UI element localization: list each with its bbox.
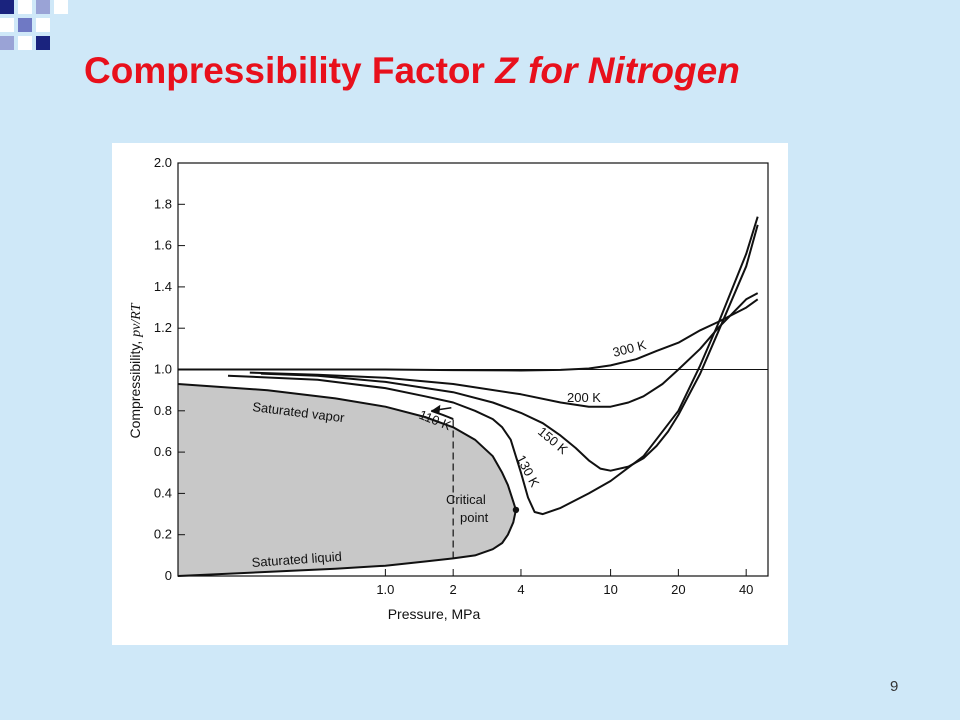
y-axis-label-italic: pv/RT [129,302,144,338]
y-tick-label: 0.2 [154,527,172,542]
x-tick-label: 20 [671,582,685,597]
y-tick-label: 1.8 [154,196,172,211]
title-main: Compressibility Factor [84,50,496,91]
arrow-110k-head [431,404,441,414]
chart-panel: 0 0.2 0.4 0.6 0.8 1.0 1.2 1.4 1.6 1.8 2.0 1.0 2 4 10 20… [112,143,788,645]
x-axis-label: Pressure, MPa [388,606,481,622]
compressibility-chart: 0 0.2 0.4 0.6 0.8 1.0 1.2 1.4 1.6 1.8 2.0 1.0 2 4 10 20… [127,155,769,622]
label-saturated-liquid: Saturated liquid [251,549,342,570]
series-130-k-line [227,216,759,516]
y-tick-label: 0.4 [154,485,172,500]
slide-number: 9 [890,678,899,695]
y-tick-label: 1.6 [154,238,172,253]
label-critical-line1: Critical [446,492,486,507]
y-axis-label: Compressibility, pv/RT [127,302,144,438]
x-tick-label: 4 [517,582,524,597]
y-tick-label: 2.0 [154,155,172,170]
series-saturated-vapor-line [177,383,517,511]
series-200-k-line [249,292,759,408]
label-200k: 200 K [567,390,601,405]
two-phase-region [178,384,516,576]
title-variable: Z [495,50,518,91]
x-tick-label: 10 [603,582,617,597]
series-saturated-liquid-line [177,509,517,577]
y-tick-label: 0.6 [154,444,172,459]
y-tick-label: 1.4 [154,279,172,294]
y-tick-label: 0.8 [154,403,172,418]
label-critical-line2: point [460,510,489,525]
x-tick-label: 40 [739,582,753,597]
blue-squares-logo-icon [0,0,68,50]
y-tick-label: 1.2 [154,320,172,335]
slide-title: Compressibility Factor Z for Nitrogen [84,50,740,92]
series-300-k-line [178,298,759,372]
y-tick-label: 0 [165,568,172,583]
critical-point-marker [512,506,520,514]
label-130k: 130 K [513,452,542,489]
title-rest: for Nitrogen [517,50,740,91]
x-tick-label: 2 [450,582,457,597]
label-150k: 150 K [535,424,571,458]
series-150-k-line [260,224,759,472]
y-axis-label-main: Compressibility, [127,337,143,439]
x-tick-label: 1.0 [376,582,394,597]
y-tick-label: 1.0 [154,362,172,377]
